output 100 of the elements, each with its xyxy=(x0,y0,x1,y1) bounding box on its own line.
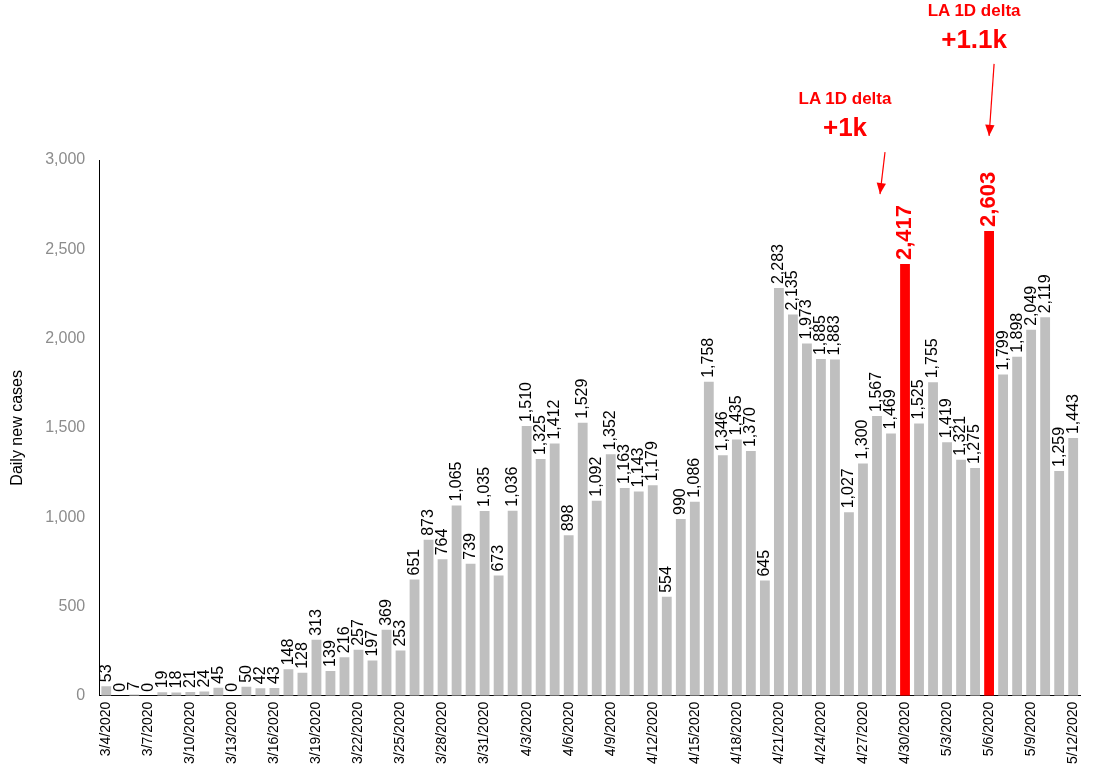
bar xyxy=(101,686,112,696)
bar xyxy=(451,505,462,696)
data-label: 1,419 xyxy=(937,398,955,439)
bar xyxy=(633,491,644,696)
data-label: 673 xyxy=(489,544,507,572)
x-tick-label: 5/6/2020 xyxy=(979,701,996,757)
data-label: 739 xyxy=(461,532,478,560)
y-axis-title: Daily new cases xyxy=(8,370,26,486)
data-label: 1,092 xyxy=(587,456,605,497)
data-label: 1,027 xyxy=(839,468,857,509)
data-label: 651 xyxy=(404,548,422,576)
x-tick-label: 3/28/2020 xyxy=(433,701,450,765)
x-tick-label: 3/4/2020 xyxy=(97,701,114,757)
x-tick-label: 5/9/2020 xyxy=(1021,701,1038,757)
bar xyxy=(339,657,350,696)
data-label: 2,417 xyxy=(891,205,917,261)
data-label: 1,973 xyxy=(797,299,815,340)
data-label: 313 xyxy=(306,609,324,636)
bar xyxy=(465,563,476,696)
bar xyxy=(381,629,392,696)
x-tick-label: 5/3/2020 xyxy=(937,701,954,757)
bar xyxy=(1054,470,1065,696)
bar xyxy=(577,422,588,696)
bar xyxy=(1040,317,1051,696)
x-tick-label: 3/13/2020 xyxy=(223,701,240,765)
bar xyxy=(283,669,294,696)
data-label: 1,567 xyxy=(867,371,885,412)
x-tick-label: 4/6/2020 xyxy=(559,701,576,757)
bar xyxy=(689,501,700,696)
data-label: 1,086 xyxy=(685,457,703,498)
bar xyxy=(858,463,868,696)
bar xyxy=(157,692,168,696)
y-tick-label: 500 xyxy=(58,596,86,614)
bar xyxy=(619,488,630,696)
x-tick-label: 4/30/2020 xyxy=(895,701,912,765)
bar xyxy=(605,454,616,696)
bar xyxy=(409,579,420,696)
bar xyxy=(703,381,714,696)
x-tick-label: 3/16/2020 xyxy=(265,701,282,765)
bar xyxy=(255,688,266,696)
bar xyxy=(717,455,728,696)
bar xyxy=(998,374,1009,696)
bar xyxy=(759,580,770,696)
y-tick-label: 2,500 xyxy=(45,239,86,257)
bar xyxy=(1012,356,1023,696)
x-tick-label: 4/15/2020 xyxy=(685,701,702,765)
bar xyxy=(1026,329,1037,696)
bar xyxy=(816,359,826,696)
bar xyxy=(647,485,658,696)
data-label: 2,603 xyxy=(975,171,1001,227)
bar xyxy=(199,691,210,696)
bar xyxy=(507,510,518,696)
x-tick-label: 4/9/2020 xyxy=(601,701,618,757)
data-label: 1,755 xyxy=(923,338,941,379)
bar xyxy=(900,264,910,696)
y-tick-label: 1,500 xyxy=(45,418,86,436)
x-tick-label: 5/12/2020 xyxy=(1064,701,1081,765)
bar xyxy=(788,314,798,696)
bar xyxy=(872,415,882,696)
x-tick-label: 3/31/2020 xyxy=(475,701,492,765)
bar xyxy=(745,451,756,696)
bar xyxy=(970,468,980,696)
data-label: 1,525 xyxy=(909,379,927,420)
bar xyxy=(591,500,602,696)
data-label: 1,529 xyxy=(573,378,591,419)
y-tick-label: 1,000 xyxy=(45,507,86,525)
bar xyxy=(423,539,434,696)
bar xyxy=(844,512,854,696)
bar xyxy=(563,535,574,696)
data-label: 645 xyxy=(755,549,773,577)
bar xyxy=(521,426,532,696)
bar xyxy=(956,459,966,696)
text: LA 1D delta +1.1k xyxy=(927,0,1022,54)
x-tick-label: 3/7/2020 xyxy=(139,701,156,757)
bar xyxy=(661,596,672,696)
data-label: 0 xyxy=(222,682,240,692)
x-tick-label: 3/10/2020 xyxy=(181,701,198,765)
x-tick-label: 3/25/2020 xyxy=(391,701,408,765)
bar xyxy=(353,649,364,696)
data-label: 1,352 xyxy=(601,410,619,451)
x-tick-label: 4/3/2020 xyxy=(517,701,534,757)
data-label: 1,065 xyxy=(446,461,464,502)
bar xyxy=(493,575,504,696)
bar xyxy=(773,288,784,696)
bar xyxy=(479,510,490,696)
y-tick-label: 3,000 xyxy=(45,150,86,168)
y-tick-label: 2,000 xyxy=(45,328,86,346)
data-label: 1,035 xyxy=(475,466,493,507)
x-tick-label: 3/19/2020 xyxy=(307,701,324,765)
data-label: 554 xyxy=(657,565,675,593)
y-tick-label: 0 xyxy=(76,686,86,704)
bar xyxy=(549,443,560,696)
text: LA 1D delta +1k xyxy=(798,89,892,143)
x-tick-label: 4/27/2020 xyxy=(853,701,870,765)
bar xyxy=(311,639,322,696)
data-label: 1,036 xyxy=(503,466,521,507)
bar xyxy=(942,442,952,696)
bar xyxy=(241,686,252,696)
bar xyxy=(914,423,924,696)
x-tick-label: 4/18/2020 xyxy=(727,701,744,765)
